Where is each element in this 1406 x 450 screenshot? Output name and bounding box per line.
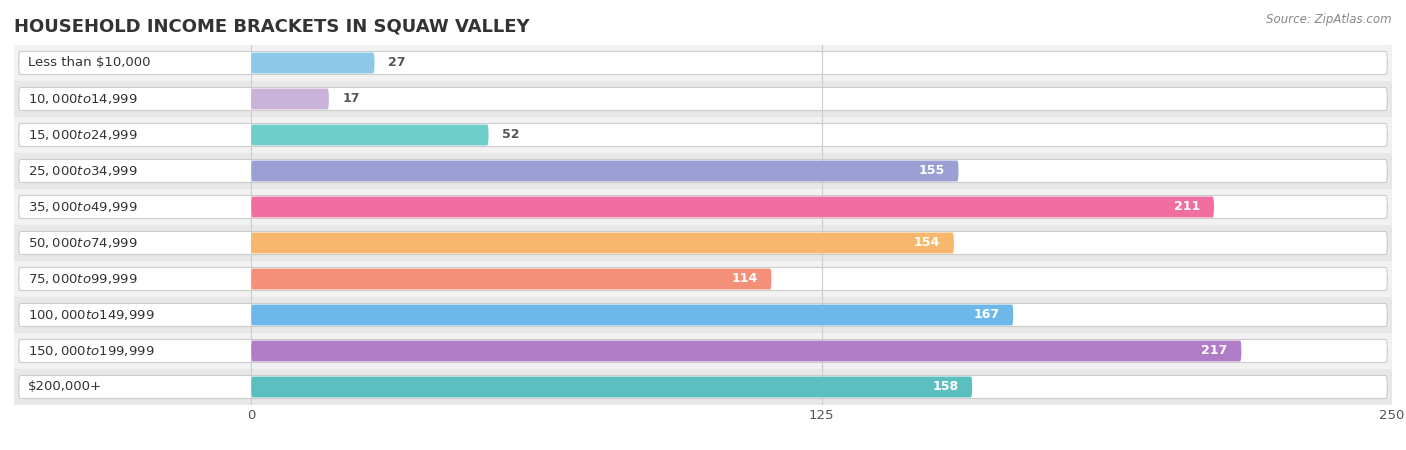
FancyBboxPatch shape — [18, 195, 1388, 219]
FancyBboxPatch shape — [18, 159, 1388, 183]
FancyBboxPatch shape — [252, 53, 374, 73]
Text: $15,000 to $24,999: $15,000 to $24,999 — [28, 128, 138, 142]
FancyBboxPatch shape — [252, 269, 772, 289]
Text: 217: 217 — [1202, 345, 1227, 357]
Text: 158: 158 — [932, 381, 959, 393]
Text: Source: ZipAtlas.com: Source: ZipAtlas.com — [1267, 14, 1392, 27]
Bar — [14, 225, 1392, 261]
FancyBboxPatch shape — [18, 303, 1388, 327]
Text: Less than $10,000: Less than $10,000 — [28, 57, 150, 69]
Text: 155: 155 — [918, 165, 945, 177]
Bar — [14, 333, 1392, 369]
Text: 154: 154 — [914, 237, 941, 249]
Text: $50,000 to $74,999: $50,000 to $74,999 — [28, 236, 138, 250]
Text: $150,000 to $199,999: $150,000 to $199,999 — [28, 344, 155, 358]
Text: $200,000+: $200,000+ — [28, 381, 101, 393]
Bar — [14, 153, 1392, 189]
FancyBboxPatch shape — [252, 233, 953, 253]
FancyBboxPatch shape — [18, 51, 1388, 75]
FancyBboxPatch shape — [252, 305, 1014, 325]
Text: HOUSEHOLD INCOME BRACKETS IN SQUAW VALLEY: HOUSEHOLD INCOME BRACKETS IN SQUAW VALLE… — [14, 17, 530, 35]
FancyBboxPatch shape — [18, 339, 1388, 363]
Bar — [14, 369, 1392, 405]
Text: $25,000 to $34,999: $25,000 to $34,999 — [28, 164, 138, 178]
FancyBboxPatch shape — [252, 377, 972, 397]
Text: $75,000 to $99,999: $75,000 to $99,999 — [28, 272, 138, 286]
Text: $10,000 to $14,999: $10,000 to $14,999 — [28, 92, 138, 106]
Text: 211: 211 — [1174, 201, 1201, 213]
FancyBboxPatch shape — [252, 89, 329, 109]
Text: 167: 167 — [973, 309, 1000, 321]
FancyBboxPatch shape — [252, 197, 1213, 217]
Bar — [14, 81, 1392, 117]
Bar — [14, 45, 1392, 81]
FancyBboxPatch shape — [252, 341, 1241, 361]
FancyBboxPatch shape — [18, 267, 1388, 291]
Text: 114: 114 — [731, 273, 758, 285]
Bar — [14, 297, 1392, 333]
Bar — [14, 117, 1392, 153]
FancyBboxPatch shape — [252, 161, 959, 181]
FancyBboxPatch shape — [18, 375, 1388, 399]
FancyBboxPatch shape — [18, 87, 1388, 111]
Text: $35,000 to $49,999: $35,000 to $49,999 — [28, 200, 138, 214]
Text: $100,000 to $149,999: $100,000 to $149,999 — [28, 308, 155, 322]
FancyBboxPatch shape — [18, 231, 1388, 255]
Text: 27: 27 — [388, 57, 406, 69]
FancyBboxPatch shape — [252, 125, 488, 145]
Bar — [14, 261, 1392, 297]
Bar — [14, 189, 1392, 225]
FancyBboxPatch shape — [18, 123, 1388, 147]
Text: 17: 17 — [343, 93, 360, 105]
Text: 52: 52 — [502, 129, 520, 141]
